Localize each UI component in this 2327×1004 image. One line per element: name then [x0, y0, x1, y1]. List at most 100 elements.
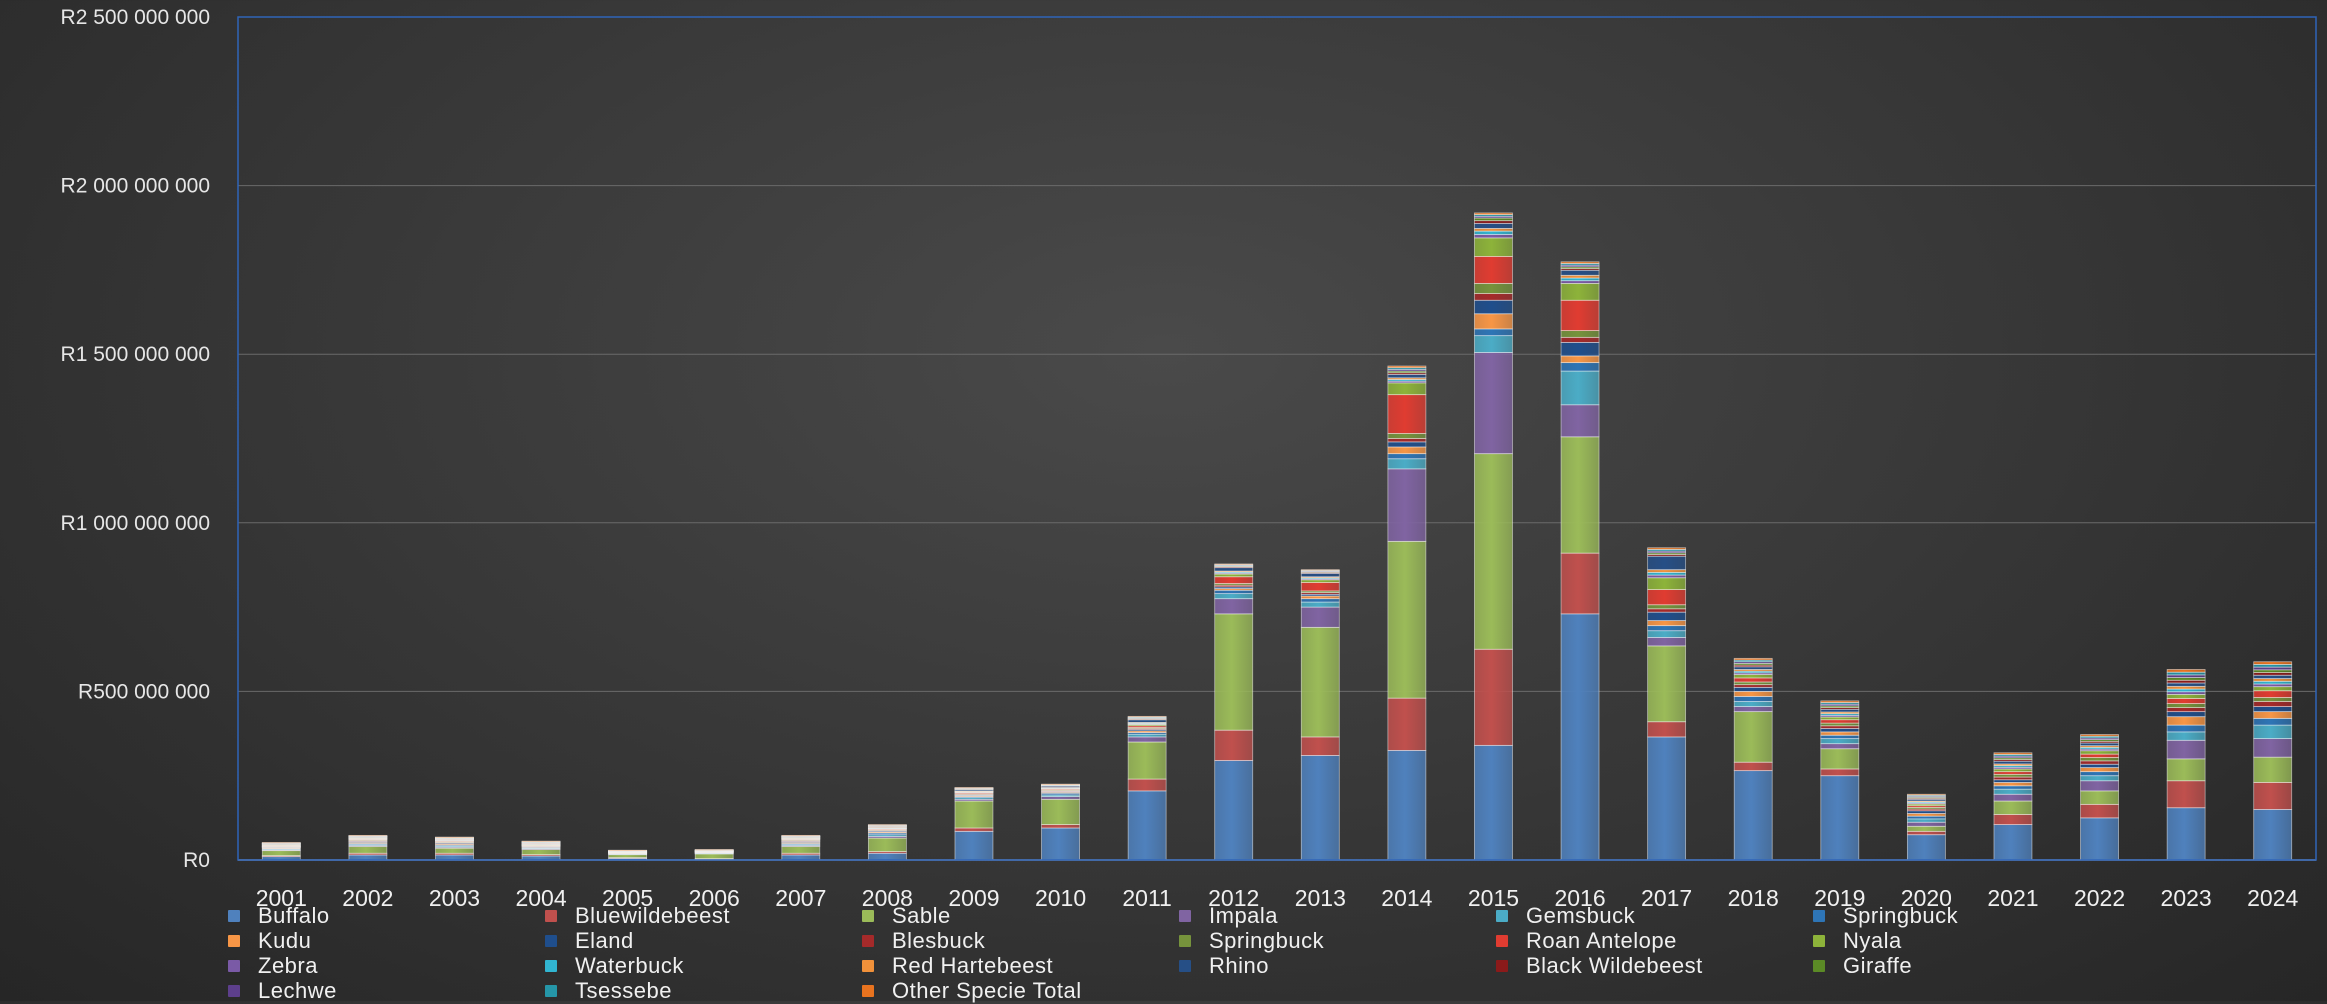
bar-segment [1214, 613, 1254, 731]
bar-segment [1647, 611, 1687, 621]
legend-swatch [228, 909, 240, 922]
bar-segment [435, 854, 474, 861]
bar-segment [2166, 688, 2206, 693]
legend-swatch [1179, 909, 1191, 922]
bar-segment [2253, 690, 2293, 698]
y-tick-label: R1 500 000 000 [61, 343, 210, 366]
bar-segment [1127, 715, 1167, 718]
bar-segment [1906, 813, 1946, 817]
bar-segment [694, 849, 734, 851]
bar-segment [2166, 758, 2206, 782]
legend-swatch [1813, 909, 1825, 922]
bar-segment [435, 836, 474, 839]
bar-segment [954, 830, 994, 861]
bar-segment [2253, 683, 2293, 688]
bar-segment [608, 849, 648, 852]
legend: Buffalo Bluewildebeest Sable Impala Gemsbuck… [228, 903, 2308, 1003]
x-tick-label: 2024 [2247, 885, 2298, 911]
bar-segment [1820, 775, 1860, 861]
bar-stack-2003 [435, 836, 474, 861]
bar-segment [781, 854, 821, 861]
legend-swatch [228, 959, 240, 972]
bar-segment [1474, 352, 1513, 455]
bar-stack-2020 [1906, 793, 1946, 861]
x-axis-ticks: 2001 2002 2003 2004 2005 2006 2007 2008 2009 2010… [256, 885, 2299, 911]
bar-segment [1474, 328, 1513, 337]
bar-segment [954, 787, 994, 789]
bar-segment [1993, 768, 2033, 773]
bar-segment [1993, 814, 2033, 825]
bar-segment [1041, 824, 1080, 829]
legend-label: Roan Antelope [1526, 927, 1677, 953]
bar-segment [1041, 796, 1080, 800]
bar-segment [2166, 707, 2206, 713]
bar-segment [1560, 613, 1600, 861]
bar-segment [1387, 382, 1427, 396]
bar-segment [2166, 711, 2206, 718]
bar-segment [348, 854, 388, 861]
bar-segment [781, 846, 821, 854]
bar-segment [954, 827, 994, 832]
legend-swatch [1813, 934, 1825, 947]
bar-stack-2021 [1993, 752, 2033, 861]
y-tick-label: R0 [183, 849, 210, 872]
legend-label: Black Wildebeest [1526, 952, 1703, 978]
bar-stack-2024 [2253, 661, 2293, 861]
legend-swatch [862, 934, 874, 947]
bar-segment [2080, 771, 2119, 777]
bar-stack-2016 [1560, 261, 1600, 861]
bar-segment [1647, 637, 1687, 647]
bar-segment [1474, 293, 1513, 301]
bar-segment [2080, 775, 2119, 782]
bar-segment [1300, 582, 1340, 592]
bar-segment [1560, 362, 1600, 372]
bar-segment [1733, 674, 1773, 679]
bar-segment [1560, 269, 1600, 276]
bar-stack-2002 [348, 834, 388, 861]
bar-stack-2017 [1647, 547, 1687, 861]
legend-swatch [862, 959, 874, 972]
bar-stack-2015 [1474, 212, 1513, 861]
x-tick-label: 2006 [689, 885, 740, 911]
legend-label: Waterbuck [575, 952, 684, 978]
x-tick-label: 2017 [1641, 885, 1692, 911]
legend-swatch [228, 934, 240, 947]
bar-segment [1214, 598, 1254, 615]
bar-segment [1300, 572, 1340, 578]
legend-label: Tsessebe [575, 977, 672, 1003]
x-tick-label: 2015 [1468, 885, 1519, 911]
bar-segment [348, 834, 388, 837]
bar-segment [2080, 760, 2119, 765]
x-tick-label: 2022 [2074, 885, 2125, 911]
bar-segment [1733, 681, 1773, 686]
legend-item: Nyala [1813, 928, 2130, 953]
legend-swatch [545, 984, 557, 997]
bar-segment [1041, 798, 1080, 825]
legend-item: Black Wildebeest [1496, 952, 1813, 978]
bar-segment [1733, 706, 1773, 713]
bar-segment [1214, 567, 1254, 572]
legend-swatch [862, 984, 874, 997]
bar-segment [1647, 645, 1687, 723]
bar-segment [2253, 661, 2293, 665]
bar-segment [2080, 803, 2119, 819]
legend-item: Sable [862, 903, 1179, 928]
bar-segment [1560, 552, 1600, 615]
y-tick-label: R2 500 000 000 [61, 6, 210, 29]
bar-segment [1733, 657, 1773, 661]
x-tick-label: 2012 [1208, 885, 1259, 911]
legend-item: Tsessebe [545, 977, 862, 1003]
legend-swatch [545, 909, 557, 922]
bar-segment [1733, 684, 1773, 688]
bar-segment [2166, 685, 2206, 690]
bar-segment [2166, 731, 2206, 741]
bar-segment [1300, 755, 1340, 861]
legend-swatch [1179, 934, 1191, 947]
bar-segment [1560, 341, 1600, 357]
bar-segment [1906, 793, 1946, 796]
bar-segment [2253, 738, 2293, 758]
legend-swatch [1496, 909, 1508, 922]
bar-segment [521, 849, 561, 856]
bar-segment [1820, 728, 1860, 733]
bar-segment [1820, 734, 1860, 740]
